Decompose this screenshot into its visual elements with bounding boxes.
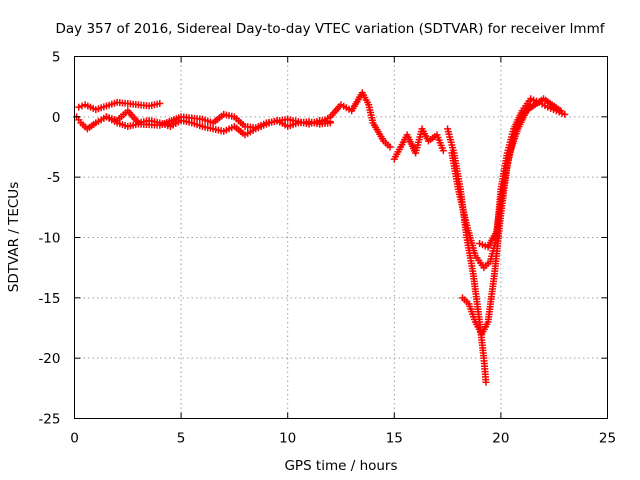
grid-layer — [74, 56, 608, 419]
data-point — [75, 103, 83, 111]
x-tick-label: 10 — [279, 431, 296, 447]
chart-title: Day 357 of 2016, Sidereal Day-to-day VTE… — [56, 21, 606, 37]
series-satellite-track-e — [390, 125, 447, 163]
y-tick-label: -20 — [38, 351, 60, 367]
data-point — [482, 378, 490, 386]
x-tick-label: 15 — [386, 431, 403, 447]
series-satellite-track-a — [75, 98, 164, 114]
data-point — [78, 102, 86, 110]
data-point — [439, 147, 447, 155]
y-tick-label: -25 — [38, 412, 60, 428]
y-axis-label: SDTVAR / TECUs — [6, 182, 22, 292]
x-tick-label: 20 — [492, 431, 509, 447]
data-point — [557, 107, 565, 115]
tick-layer: 0 5 10 15 20 25 5 0 -5 -10 -15 -20 -25 — [38, 50, 616, 447]
series-satellite-track-d — [316, 89, 394, 151]
x-tick-label: 0 — [70, 431, 79, 447]
x-tick-label: 25 — [599, 431, 616, 447]
y-tick-label: -15 — [38, 291, 60, 307]
data-layer — [73, 89, 569, 386]
y-tick-label: 0 — [52, 110, 61, 126]
x-tick-label: 5 — [177, 431, 186, 447]
data-point — [156, 100, 164, 108]
series-satellite-track-c — [102, 110, 334, 132]
data-point — [561, 110, 569, 118]
x-axis-label: GPS time / hours — [284, 458, 397, 474]
data-point — [386, 143, 394, 151]
series-satellite-track-i — [476, 95, 565, 251]
y-tick-label: -5 — [47, 170, 60, 186]
y-tick-label: 5 — [52, 50, 61, 66]
y-tick-label: -10 — [38, 231, 60, 247]
series-satellite-track-f — [444, 125, 490, 386]
